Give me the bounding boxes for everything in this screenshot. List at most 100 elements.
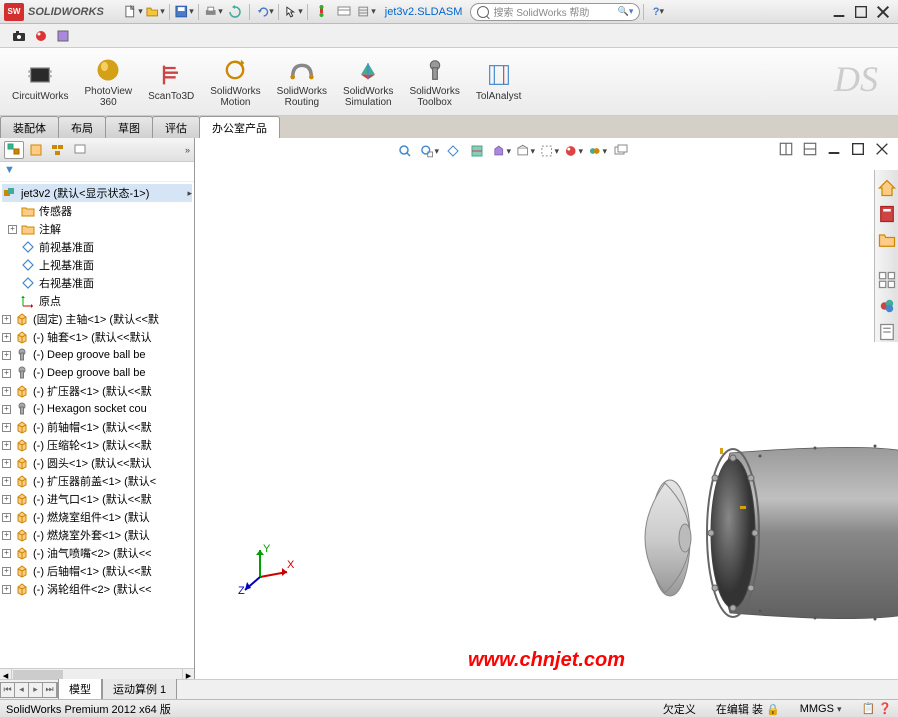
rebuild-button[interactable]: [312, 3, 332, 21]
tree-part[interactable]: +(-) 燃烧室组件<1> (默认: [2, 508, 192, 526]
bottom-tab-motion[interactable]: 运动算例 1: [102, 679, 177, 700]
screenshot-button[interactable]: [9, 27, 29, 45]
tree-part[interactable]: +(-) 轴套<1> (默认<<默认: [2, 328, 192, 346]
rotate-view-button[interactable]: [443, 142, 463, 160]
tree-part[interactable]: +(-) 压缩轮<1> (默认<<默: [2, 436, 192, 454]
tab-assembly[interactable]: 装配体: [0, 116, 59, 138]
tree-part[interactable]: +(-) Deep groove ball be: [2, 364, 192, 382]
sidetab-feature-tree[interactable]: [4, 141, 24, 159]
status-mode[interactable]: 在编辑 装 🔒: [716, 701, 780, 717]
tree-item[interactable]: 右视基准面: [2, 274, 192, 292]
tree-part[interactable]: +(-) Deep groove ball be: [2, 346, 192, 364]
tree-part[interactable]: +(-) 扩压器<1> (默认<<默: [2, 382, 192, 400]
status-units[interactable]: MMGS ▾: [800, 703, 842, 715]
rt-custom-props[interactable]: [877, 322, 897, 342]
command-manager: CircuitWorks PhotoView 360 ScanTo3D Soli…: [0, 48, 898, 116]
tree-item[interactable]: 原点: [2, 292, 192, 310]
sidetab-display[interactable]: [70, 141, 90, 159]
view-orient-button[interactable]: ▾: [491, 142, 511, 160]
minimize-button[interactable]: [829, 3, 849, 21]
tree-part[interactable]: +(-) 进气口<1> (默认<<默: [2, 490, 192, 508]
vp-minimize[interactable]: [824, 140, 844, 158]
cmd-routing[interactable]: SolidWorks Routing: [269, 54, 335, 110]
cmd-scanto3d[interactable]: ScanTo3D: [140, 59, 202, 104]
bottom-tab-model[interactable]: 模型: [58, 679, 102, 700]
rt-library[interactable]: [877, 204, 897, 224]
status-extras[interactable]: 📋 ❓: [862, 702, 892, 715]
appearance-button[interactable]: [31, 27, 51, 45]
vp-btn1[interactable]: [776, 140, 796, 158]
search-box[interactable]: 搜索 SolidWorks 帮助 🔍▾: [470, 3, 640, 21]
tree-part[interactable]: +(-) 油气喷嘴<2> (默认<<: [2, 544, 192, 562]
tab-layout[interactable]: 布局: [58, 116, 106, 138]
tree-part[interactable]: +(固定) 主轴<1> (默认<<默: [2, 310, 192, 328]
bottom-nav[interactable]: ⏮◂▸⏭: [0, 682, 58, 698]
tree-item[interactable]: 前视基准面: [2, 238, 192, 256]
open-file-button[interactable]: ▾: [145, 3, 165, 21]
tab-office[interactable]: 办公室产品: [199, 116, 280, 138]
tree-part[interactable]: +(-) 圆头<1> (默认<<默认: [2, 454, 192, 472]
rt-appearances[interactable]: [877, 296, 897, 316]
display-style-button[interactable]: ▾: [515, 142, 535, 160]
tree-part[interactable]: +(-) 涡轮组件<2> (默认<<: [2, 580, 192, 598]
tree-part[interactable]: +(-) 后轴帽<1> (默认<<默: [2, 562, 192, 580]
tree-part[interactable]: +(-) 燃烧室外套<1> (默认: [2, 526, 192, 544]
filter-row[interactable]: ▼: [0, 162, 194, 182]
hide-show-button[interactable]: ▾: [539, 142, 559, 160]
view-toolbar: ▾ ▾ ▾ ▾ ▾ ▾: [395, 140, 631, 162]
cmd-circuitworks[interactable]: CircuitWorks: [4, 59, 76, 104]
graphics-viewport[interactable]: ▾ ▾ ▾ ▾ ▾ ▾: [195, 138, 898, 682]
tree-part[interactable]: +(-) Hexagon socket cou: [2, 400, 192, 418]
section-button[interactable]: [467, 142, 487, 160]
tree-item[interactable]: 传感器: [2, 202, 192, 220]
tree-part[interactable]: +(-) 扩压器前盖<1> (默认<: [2, 472, 192, 490]
jet-engine-model[interactable]: [615, 418, 898, 658]
app-logo: SW: [4, 3, 24, 21]
print-button[interactable]: ▾: [203, 3, 223, 21]
tree-root[interactable]: jet3v2 (默认<显示状态-1>) ▸: [2, 184, 192, 202]
refresh-button[interactable]: [225, 3, 245, 21]
settings-button[interactable]: ▾: [356, 3, 376, 21]
rt-explorer[interactable]: [877, 230, 897, 250]
tree-part[interactable]: +(-) 前轴帽<1> (默认<<默: [2, 418, 192, 436]
sidetab-config[interactable]: [48, 141, 68, 159]
feature-tree-panel: » ▼ jet3v2 (默认<显示状态-1>) ▸ 传感器+注解前视基准面上视基…: [0, 138, 195, 682]
options-button[interactable]: [334, 3, 354, 21]
titlebar: SW SOLIDWORKS ▾ ▾ ▾ ▾ ▾ ▾ ▾ jet3v2.SLDAS…: [0, 0, 898, 24]
new-window-button[interactable]: [611, 142, 631, 160]
zoom-fit-button[interactable]: [395, 142, 415, 160]
status-version: SolidWorks Premium 2012 x64 版: [6, 701, 171, 717]
rt-view-palette[interactable]: [877, 270, 897, 290]
select-button[interactable]: ▾: [283, 3, 303, 21]
viewport-window-controls: [776, 140, 892, 158]
undo-button[interactable]: ▾: [254, 3, 274, 21]
zoom-area-button[interactable]: ▾: [419, 142, 439, 160]
save-button[interactable]: ▾: [174, 3, 194, 21]
feature-tree[interactable]: jet3v2 (默认<显示状态-1>) ▸ 传感器+注解前视基准面上视基准面右视…: [0, 182, 194, 668]
scene-button[interactable]: [53, 27, 73, 45]
cmd-simulation[interactable]: SolidWorks Simulation: [335, 54, 401, 110]
sidebar-tabs: »: [0, 138, 194, 162]
maximize-button[interactable]: [851, 3, 871, 21]
vp-close[interactable]: [872, 140, 892, 158]
cmd-motion[interactable]: SolidWorks Motion: [202, 54, 268, 110]
tab-evaluate[interactable]: 评估: [152, 116, 200, 138]
rt-home[interactable]: [877, 178, 897, 198]
sidetab-property[interactable]: [26, 141, 46, 159]
close-button[interactable]: [873, 3, 893, 21]
vp-btn2[interactable]: [800, 140, 820, 158]
tree-item[interactable]: +注解: [2, 220, 192, 238]
vp-maximize[interactable]: [848, 140, 868, 158]
coordinate-triad: X Y Z: [235, 542, 295, 602]
render-tools-button[interactable]: ▾: [587, 142, 607, 160]
appearance-scene-button[interactable]: ▾: [563, 142, 583, 160]
tab-sketch[interactable]: 草图: [105, 116, 153, 138]
help-button[interactable]: ?▾: [648, 3, 668, 21]
cmd-photoview360[interactable]: PhotoView 360: [76, 54, 140, 110]
cmd-tolanalyst[interactable]: TolAnalyst: [468, 59, 530, 104]
tree-item[interactable]: 上视基准面: [2, 256, 192, 274]
cmd-toolbox[interactable]: SolidWorks Toolbox: [401, 54, 467, 110]
ds-logo: DS: [834, 58, 878, 100]
sidebar-collapse[interactable]: »: [185, 145, 190, 155]
new-file-button[interactable]: ▾: [123, 3, 143, 21]
